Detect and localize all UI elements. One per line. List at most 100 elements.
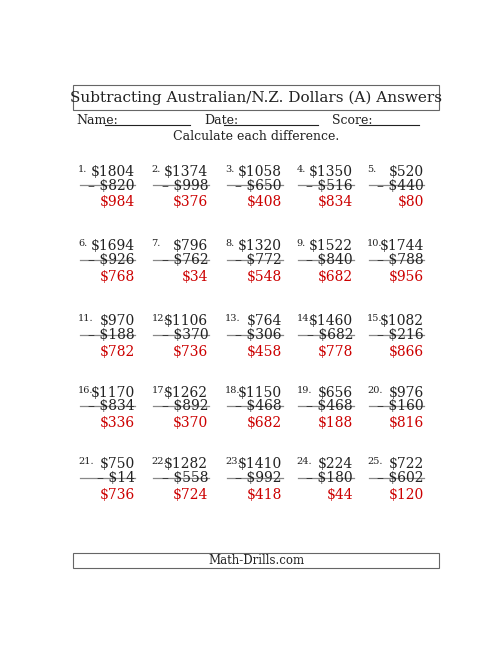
Text: $1804: $1804 xyxy=(90,164,134,179)
Text: 11.: 11. xyxy=(78,314,94,323)
Text: 7.: 7. xyxy=(152,239,161,248)
Text: $796: $796 xyxy=(173,239,208,254)
Text: $1410: $1410 xyxy=(238,457,282,471)
Text: $976: $976 xyxy=(388,386,424,400)
Text: Subtracting Australian/N.Z. Dollars (A) Answers: Subtracting Australian/N.Z. Dollars (A) … xyxy=(70,91,442,105)
Text: – $892: – $892 xyxy=(162,399,208,413)
Text: $736: $736 xyxy=(173,345,208,359)
Text: $1460: $1460 xyxy=(309,314,353,328)
Text: – $820: – $820 xyxy=(88,179,134,193)
Text: – $998: – $998 xyxy=(162,179,208,193)
Text: – $992: – $992 xyxy=(236,471,282,485)
Text: – $468: – $468 xyxy=(306,399,353,413)
Text: – $602: – $602 xyxy=(377,471,424,485)
Text: $224: $224 xyxy=(318,457,353,471)
Text: 22.: 22. xyxy=(152,457,167,466)
Text: 5.: 5. xyxy=(367,164,376,173)
Text: $1522: $1522 xyxy=(309,239,353,254)
Text: 13.: 13. xyxy=(225,314,241,323)
Text: $1262: $1262 xyxy=(164,386,208,400)
Text: 21.: 21. xyxy=(78,457,94,466)
Text: $1374: $1374 xyxy=(164,164,208,179)
Text: $44: $44 xyxy=(326,488,353,502)
Text: $1170: $1170 xyxy=(90,386,134,400)
Text: – $762: – $762 xyxy=(162,253,208,267)
Text: $816: $816 xyxy=(388,417,424,430)
Text: $1150: $1150 xyxy=(238,386,282,400)
Text: 17.: 17. xyxy=(152,386,167,395)
Text: $682: $682 xyxy=(246,417,282,430)
Text: – $216: – $216 xyxy=(377,328,424,342)
Text: $778: $778 xyxy=(318,345,353,359)
Text: – $650: – $650 xyxy=(236,179,282,193)
Text: – $788: – $788 xyxy=(377,253,424,267)
Text: $956: $956 xyxy=(388,270,424,284)
Text: $768: $768 xyxy=(100,270,134,284)
Text: – $558: – $558 xyxy=(162,471,208,485)
Text: 2.: 2. xyxy=(152,164,161,173)
Text: $336: $336 xyxy=(100,417,134,430)
FancyBboxPatch shape xyxy=(74,553,439,568)
Text: $736: $736 xyxy=(100,488,134,502)
Text: $548: $548 xyxy=(246,270,282,284)
Text: 12.: 12. xyxy=(152,314,167,323)
Text: – $682: – $682 xyxy=(306,328,353,342)
Text: $418: $418 xyxy=(246,488,282,502)
Text: – $772: – $772 xyxy=(235,253,282,267)
Text: $984: $984 xyxy=(100,195,134,210)
Text: 16.: 16. xyxy=(78,386,94,395)
Text: 23.: 23. xyxy=(225,457,241,466)
Text: 1.: 1. xyxy=(78,164,88,173)
Text: – $370: – $370 xyxy=(162,328,208,342)
Text: $970: $970 xyxy=(100,314,134,328)
Text: $1058: $1058 xyxy=(238,164,282,179)
Text: $1320: $1320 xyxy=(238,239,282,254)
Text: 8.: 8. xyxy=(225,239,234,248)
Text: $1282: $1282 xyxy=(164,457,208,471)
Text: $520: $520 xyxy=(388,164,424,179)
Text: 20.: 20. xyxy=(367,386,382,395)
Text: 14.: 14. xyxy=(296,314,312,323)
Text: $750: $750 xyxy=(100,457,134,471)
Text: $188: $188 xyxy=(318,417,353,430)
Text: 19.: 19. xyxy=(296,386,312,395)
Text: $866: $866 xyxy=(388,345,424,359)
Text: – $926: – $926 xyxy=(88,253,134,267)
Text: $408: $408 xyxy=(246,195,282,210)
Text: $1694: $1694 xyxy=(90,239,134,254)
Text: Calculate each difference.: Calculate each difference. xyxy=(173,131,340,144)
Text: 4.: 4. xyxy=(296,164,306,173)
Text: 10.: 10. xyxy=(367,239,382,248)
Text: $1350: $1350 xyxy=(309,164,353,179)
Text: 15.: 15. xyxy=(367,314,382,323)
Text: $724: $724 xyxy=(173,488,208,502)
Text: $120: $120 xyxy=(388,488,424,502)
FancyBboxPatch shape xyxy=(74,85,439,110)
Text: 6.: 6. xyxy=(78,239,88,248)
Text: 24.: 24. xyxy=(296,457,312,466)
Text: Math-Drills.com: Math-Drills.com xyxy=(208,554,304,567)
Text: 3.: 3. xyxy=(225,164,234,173)
Text: Date:: Date: xyxy=(204,115,238,127)
Text: $1744: $1744 xyxy=(380,239,424,254)
Text: $458: $458 xyxy=(246,345,282,359)
Text: 25.: 25. xyxy=(367,457,382,466)
Text: $370: $370 xyxy=(173,417,208,430)
Text: $80: $80 xyxy=(398,195,423,210)
Text: – $840: – $840 xyxy=(306,253,353,267)
Text: 9.: 9. xyxy=(296,239,306,248)
Text: $1082: $1082 xyxy=(380,314,424,328)
Text: $782: $782 xyxy=(100,345,134,359)
Text: – $306: – $306 xyxy=(236,328,282,342)
Text: $656: $656 xyxy=(318,386,353,400)
Text: Name:: Name: xyxy=(76,115,118,127)
Text: $764: $764 xyxy=(246,314,282,328)
Text: – $180: – $180 xyxy=(306,471,353,485)
Text: $376: $376 xyxy=(173,195,208,210)
Text: 18.: 18. xyxy=(225,386,241,395)
Text: $722: $722 xyxy=(388,457,424,471)
Text: – $516: – $516 xyxy=(306,179,353,193)
Text: $1106: $1106 xyxy=(164,314,208,328)
Text: $834: $834 xyxy=(318,195,353,210)
Text: – $834: – $834 xyxy=(88,399,134,413)
